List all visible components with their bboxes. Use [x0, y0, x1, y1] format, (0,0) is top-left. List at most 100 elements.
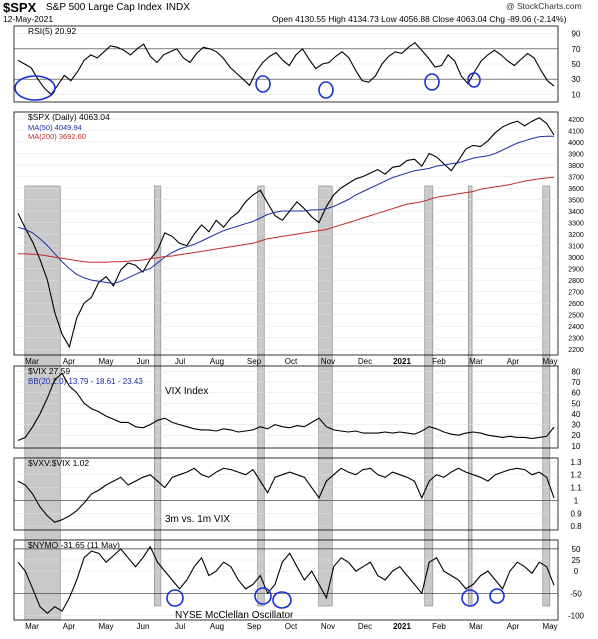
x-tick-label: Sep — [247, 357, 262, 366]
x-tick-label: Oct — [285, 357, 298, 366]
series-line-1-1 — [17, 41, 555, 96]
x-tick-label: Mar — [469, 622, 483, 631]
x-tick-label: Apr — [63, 622, 76, 631]
series-line-2-3 — [18, 176, 555, 263]
series-line-4-1 — [17, 467, 555, 523]
y-tick-label: 25 — [572, 556, 581, 565]
y-tick-label: 70 — [572, 45, 581, 54]
y-tick-label: 2400 — [568, 324, 584, 331]
y-tick-label: 2200 — [568, 347, 584, 354]
series-line-2-1 — [17, 117, 555, 349]
x-tick-label: Mar — [25, 357, 39, 366]
x-tick-label: Sep — [247, 622, 262, 631]
x-tick-label: Feb — [432, 357, 446, 366]
panel-title: RSI(5) 20.92 — [28, 26, 76, 36]
panel-frame-5 — [13, 539, 559, 621]
symbol-label: $SPX — [3, 0, 37, 15]
y-tick-label: -50 — [570, 589, 582, 598]
highlight-circle — [461, 589, 479, 607]
shaded-period-3 — [257, 185, 265, 607]
y-tick-label: 0.9 — [570, 509, 582, 518]
x-tick-label: Feb — [432, 622, 446, 631]
series-line-5-1 — [17, 545, 555, 615]
x-tick-label: Nov — [321, 357, 335, 366]
quote-label: Open 4130.55 High 4134.73 Low 4056.88 Cl… — [272, 14, 567, 24]
panel-title: $SPX (Daily) 4063.04 — [28, 112, 110, 122]
x-tick-label: Oct — [285, 622, 298, 631]
y-tick-label: 2500 — [568, 313, 584, 320]
y-tick-label: 70 — [572, 378, 581, 387]
x-tick-label: Jun — [137, 622, 150, 631]
panel-frame-4 — [13, 457, 559, 531]
y-tick-label: 3300 — [568, 221, 584, 228]
highlight-circle — [14, 75, 56, 101]
y-tick-label: 30 — [572, 75, 581, 84]
y-tick-label: 0.8 — [570, 522, 582, 531]
y-tick-label: 2900 — [568, 267, 584, 274]
y-tick-label: -100 — [568, 612, 585, 621]
index-name: S&P 500 Large Cap Index — [46, 2, 163, 13]
x-tick-label: Mar — [469, 357, 483, 366]
highlight-circle — [254, 587, 272, 605]
panel-subtitle: BB(20,2.0) 13.79 - 18.61 - 23.43 — [28, 377, 143, 386]
y-tick-label: 3600 — [568, 186, 584, 193]
panel-annotation: 3m vs. 1m VIX — [165, 514, 230, 525]
highlight-circle — [489, 588, 505, 604]
x-tick-label: Nov — [321, 622, 335, 631]
x-tick-label: Dec — [358, 622, 372, 631]
highlight-circle — [318, 81, 334, 99]
panel-annotation: VIX Index — [165, 386, 208, 397]
x-tick-label: May — [542, 357, 557, 366]
y-tick-label: 3100 — [568, 244, 584, 251]
y-tick-label: 1.1 — [570, 484, 582, 493]
highlight-circle — [467, 72, 481, 88]
x-tick-label: May — [98, 357, 113, 366]
x-tick-label: Mar — [25, 622, 39, 631]
x-tick-label: Jun — [137, 357, 150, 366]
y-tick-label: 2700 — [568, 290, 584, 297]
x-tick-label: Dec — [358, 357, 372, 366]
x-tick-label: Jul — [175, 622, 185, 631]
date-label: 12-May-2021 — [3, 14, 54, 24]
x-tick-label: Apr — [507, 357, 520, 366]
legend-entry: MA(200) 3692.60 — [28, 132, 86, 141]
highlight-circle — [255, 75, 271, 93]
y-tick-label: 20 — [572, 431, 581, 440]
x-tick-label: 2021 — [393, 357, 411, 366]
y-tick-label: 90 — [572, 30, 581, 39]
y-tick-label: 10 — [572, 442, 581, 451]
y-tick-label: 1.3 — [570, 458, 582, 467]
y-tick-label: 4100 — [568, 128, 584, 135]
shaded-period-7 — [542, 185, 551, 607]
y-tick-label: 3200 — [568, 232, 584, 239]
shaded-period-2 — [154, 185, 162, 607]
x-tick-label: Aug — [210, 622, 224, 631]
x-tick-label: 2021 — [393, 622, 411, 631]
y-tick-label: 3500 — [568, 198, 584, 205]
series-line-3-1 — [17, 372, 555, 442]
y-tick-label: 80 — [572, 367, 581, 376]
y-tick-label: 10 — [572, 90, 581, 99]
panel-title: $NYMO -31.65 (11 May) — [28, 540, 120, 550]
legend-entry: MA(50) 4049.94 — [28, 123, 82, 132]
shaded-period-4 — [318, 185, 333, 607]
shaded-period-1 — [24, 185, 61, 621]
y-tick-label: 2800 — [568, 278, 584, 285]
y-tick-label: 4000 — [568, 140, 584, 147]
x-tick-label: Jul — [175, 357, 185, 366]
panel-title: $VXV:$VIX 1.02 — [28, 458, 89, 468]
panel-title: $VIX 27.59 — [28, 366, 70, 376]
y-tick-label: 3900 — [568, 151, 584, 158]
highlight-circle — [424, 73, 440, 91]
highlight-circle — [166, 589, 184, 607]
y-tick-label: 60 — [572, 389, 581, 398]
panel-frame-3 — [13, 365, 559, 449]
watermark: @ StockCharts.com — [506, 1, 582, 11]
y-tick-label: 2300 — [568, 336, 584, 343]
y-tick-label: 3700 — [568, 174, 584, 181]
series-line-2-2 — [17, 135, 555, 285]
y-tick-label: 50 — [572, 545, 581, 554]
panel-annotation: NYSE McClellan Oscillator — [175, 610, 294, 621]
x-tick-label: Aug — [210, 357, 224, 366]
